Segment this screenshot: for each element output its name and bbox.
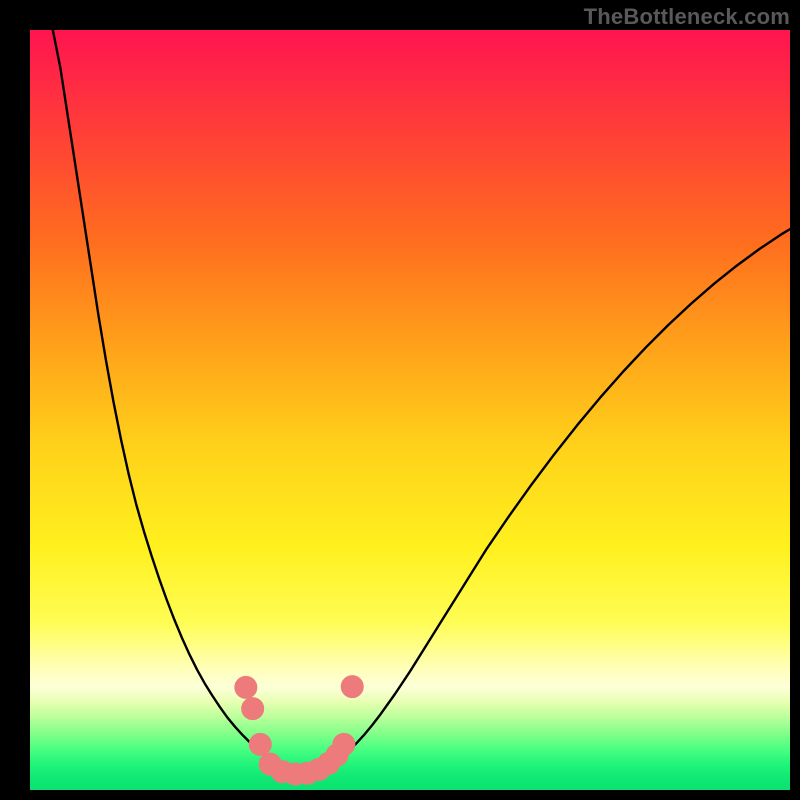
frame-bottom bbox=[0, 790, 800, 800]
watermark-text: TheBottleneck.com bbox=[584, 4, 790, 30]
plot-area bbox=[30, 30, 790, 790]
plot-svg bbox=[30, 30, 790, 790]
frame-right bbox=[790, 0, 800, 800]
frame-left bbox=[0, 0, 30, 800]
stage: TheBottleneck.com bbox=[0, 0, 800, 800]
